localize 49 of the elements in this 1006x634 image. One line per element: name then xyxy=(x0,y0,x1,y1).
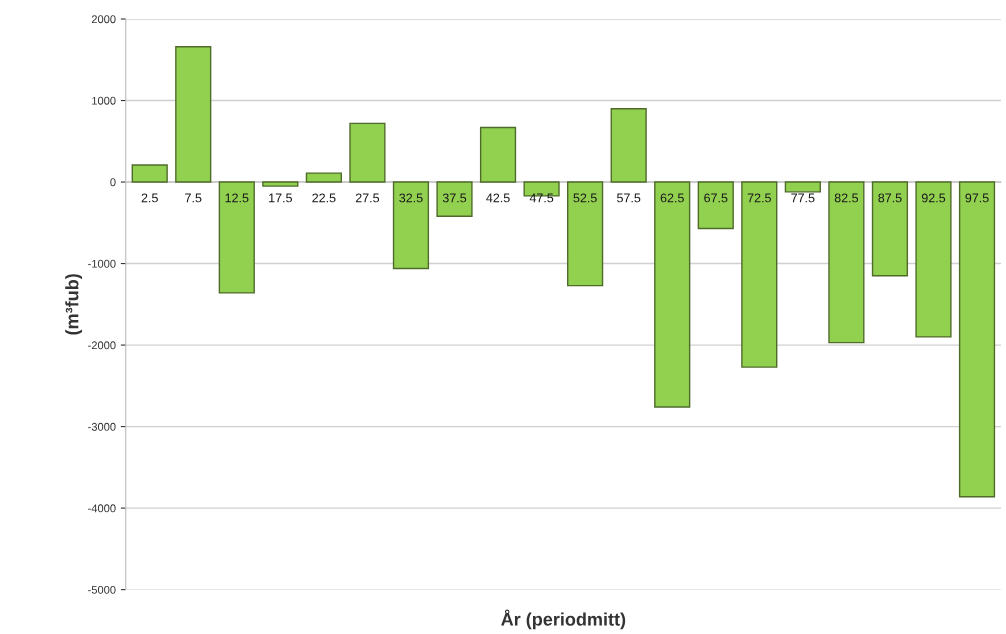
bar xyxy=(436,181,473,217)
x-tick-label: 67.5 xyxy=(704,193,728,203)
x-tick-label: 62.5 xyxy=(660,193,684,203)
bar xyxy=(610,107,647,183)
bar xyxy=(479,126,517,183)
bar xyxy=(218,181,255,294)
y-tick-label: -4000 xyxy=(88,504,116,513)
bar xyxy=(828,181,865,344)
x-tick-label: 77.5 xyxy=(791,193,815,203)
bar xyxy=(871,181,909,277)
x-tick-label: 2.5 xyxy=(141,193,158,203)
x-tick-label: 92.5 xyxy=(921,193,946,203)
y-axis-title: (m³fub) xyxy=(65,274,83,335)
x-tick-label: 42.5 xyxy=(486,193,510,203)
bar xyxy=(131,164,168,183)
bar xyxy=(958,181,996,498)
bar xyxy=(349,122,386,183)
bar xyxy=(567,181,604,287)
y-tick-label: -1000 xyxy=(88,259,116,268)
x-axis-title: År (periodmitt) xyxy=(501,609,626,630)
x-tick-label: 87.5 xyxy=(878,193,902,203)
x-tick-label: 37.5 xyxy=(442,193,467,203)
bar xyxy=(262,181,299,187)
x-tick-label: 82.5 xyxy=(834,193,859,203)
y-tick-label: -3000 xyxy=(88,422,116,431)
x-tick-label: 97.5 xyxy=(965,193,989,203)
y-tick-label: 1000 xyxy=(92,96,116,105)
x-tick-label: 22.5 xyxy=(312,193,336,203)
bar xyxy=(654,181,691,408)
x-tick-label: 57.5 xyxy=(617,193,641,203)
y-tick-label: 0 xyxy=(110,178,116,187)
x-tick-label: 17.5 xyxy=(269,193,292,203)
bar xyxy=(305,172,342,183)
y-tick-label: -2000 xyxy=(88,341,116,350)
bar xyxy=(741,181,778,368)
bar xyxy=(784,181,821,193)
x-tick-label: 32.5 xyxy=(399,193,423,203)
x-tick-label: 47.5 xyxy=(529,193,554,203)
x-tick-label: 27.5 xyxy=(355,193,380,203)
bar xyxy=(175,46,212,183)
bar xyxy=(915,181,952,338)
x-tick-label: 7.5 xyxy=(185,193,202,203)
x-tick-label: 52.5 xyxy=(573,193,597,203)
y-tick-label: 2000 xyxy=(91,15,116,24)
x-tick-label: 12.5 xyxy=(225,193,249,203)
bar xyxy=(392,181,430,270)
bar xyxy=(697,181,734,230)
y-tick-label: -5000 xyxy=(88,585,116,594)
x-tick-label: 72.5 xyxy=(747,193,771,203)
